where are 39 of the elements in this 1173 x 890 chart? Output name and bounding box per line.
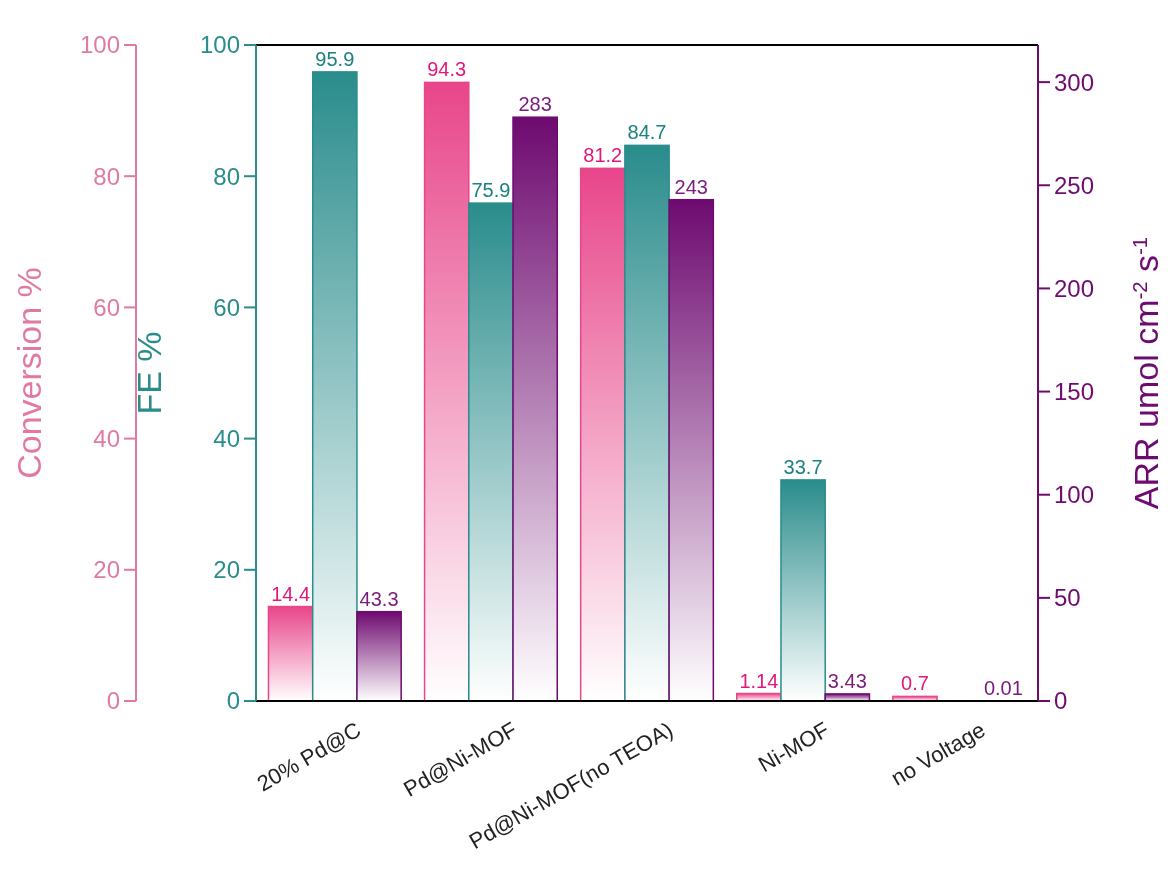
bar xyxy=(356,610,402,702)
data-label: 33.7 xyxy=(783,455,823,478)
data-label: 0.7 xyxy=(901,672,929,695)
data-label: 94.3 xyxy=(427,58,467,81)
y3-axis-title: Conversion % xyxy=(10,267,48,479)
y-tick-label: 100 xyxy=(199,31,240,59)
y-tick-label: 20 xyxy=(213,556,240,584)
y3-tick-label: 20 xyxy=(93,556,120,584)
y2-tick-label: 300 xyxy=(1054,68,1095,96)
y2-tick-label: 0 xyxy=(1054,687,1068,715)
y-tick-label: 0 xyxy=(226,687,240,715)
data-label: 283 xyxy=(518,93,552,116)
bar xyxy=(267,605,314,702)
data-label: 14.4 xyxy=(271,582,311,605)
data-label: 3.43 xyxy=(827,669,867,692)
y3-tick-label: 100 xyxy=(79,31,120,59)
y3-tick-label: 80 xyxy=(93,162,120,190)
data-label: 84.7 xyxy=(627,121,667,144)
y-axis-title: FE % xyxy=(130,331,168,415)
y2-tick-label: 150 xyxy=(1054,377,1095,405)
y2-tick-label: 250 xyxy=(1054,171,1095,199)
y3-tick-label: 60 xyxy=(93,293,120,321)
y-tick-label: 40 xyxy=(213,425,240,452)
data-label: 243 xyxy=(674,175,708,198)
data-label: 43.3 xyxy=(359,587,399,610)
y3-tick-label: 0 xyxy=(106,687,120,715)
y2-tick-label: 50 xyxy=(1054,584,1081,612)
data-label: 81.2 xyxy=(583,144,623,167)
data-label: 95.9 xyxy=(315,47,355,70)
bar xyxy=(311,71,358,702)
data-label: 0.01 xyxy=(983,676,1023,699)
y2-tick-label: 100 xyxy=(1054,481,1095,509)
y-tick-label: 80 xyxy=(213,162,240,190)
y3-tick-label: 40 xyxy=(93,425,120,452)
bar xyxy=(780,479,826,702)
data-label: 1.14 xyxy=(739,669,779,692)
y2-tick-label: 200 xyxy=(1054,274,1095,302)
y-tick-label: 60 xyxy=(213,293,240,321)
data-label: 75.9 xyxy=(471,179,511,202)
